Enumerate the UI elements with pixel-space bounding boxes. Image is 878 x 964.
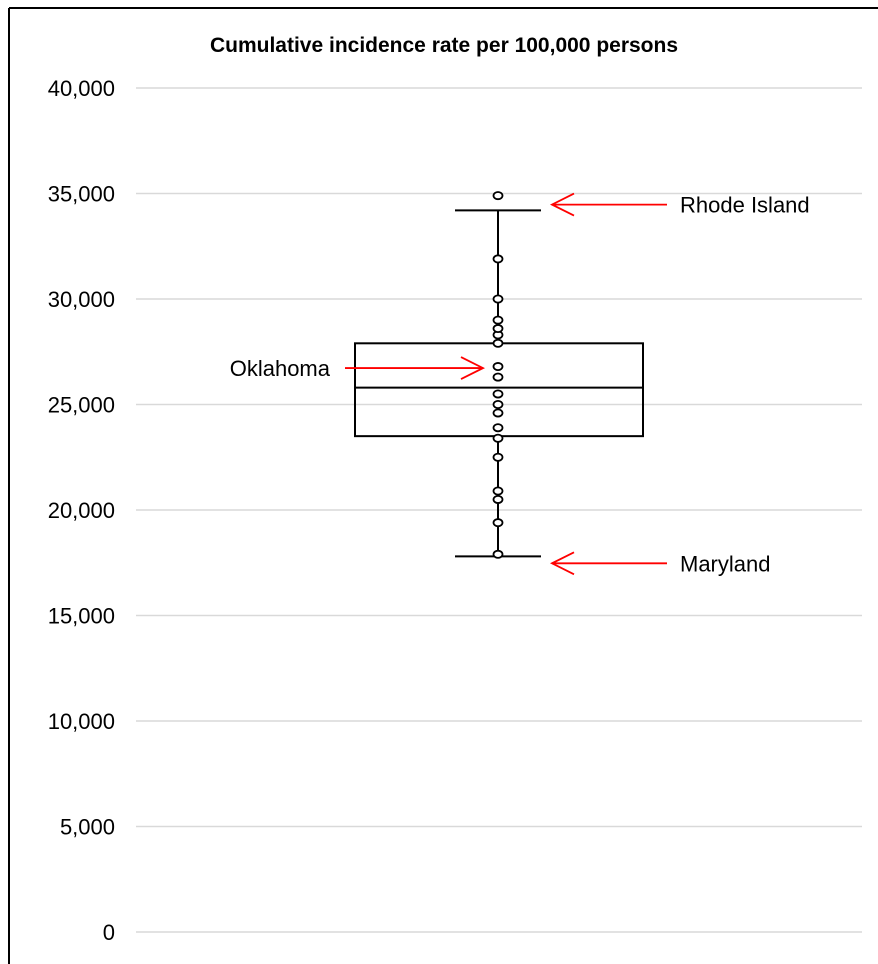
y-tick-label: 30,000 (48, 287, 115, 312)
data-point (492, 423, 504, 433)
annotation-label: Oklahoma (230, 356, 331, 381)
annotation-label: Maryland (680, 551, 770, 576)
data-point (492, 338, 504, 348)
chart-frame (8, 7, 878, 964)
y-tick-label: 25,000 (48, 393, 115, 418)
chart-title: Cumulative incidence rate per 100,000 pe… (210, 34, 678, 57)
data-point (492, 324, 504, 334)
data-point (492, 494, 504, 504)
data-point (492, 399, 504, 409)
data-point (492, 294, 504, 304)
data-point (492, 408, 504, 418)
arrow-head (549, 551, 575, 576)
data-point (492, 486, 504, 496)
arrow-head (460, 356, 486, 380)
y-tick-label: 20,000 (48, 498, 115, 523)
y-tick-label: 40,000 (48, 76, 115, 101)
annotation-oklahoma: Oklahoma (230, 356, 486, 381)
data-point (492, 452, 504, 462)
annotation-rhode-island: Rhode Island (549, 192, 810, 218)
data-points (492, 191, 504, 559)
y-tick-label: 0 (103, 920, 115, 945)
data-point (492, 549, 504, 559)
data-point (492, 254, 504, 264)
data-point (492, 191, 504, 201)
y-tick-label: 10,000 (48, 709, 115, 734)
annotation-label: Rhode Island (680, 193, 810, 218)
annotations: Rhode Island Oklahoma Maryland (230, 193, 810, 577)
data-point (492, 362, 504, 372)
data-point (492, 389, 504, 399)
data-point (492, 315, 504, 325)
y-tick-label: 15,000 (48, 604, 115, 629)
data-point (492, 372, 504, 382)
annotation-maryland: Maryland (549, 551, 770, 576)
data-point (492, 518, 504, 528)
y-tick-label: 35,000 (48, 182, 115, 207)
y-tick-label: 5,000 (60, 815, 115, 840)
y-axis-ticks: 0 5,000 10,000 15,000 20,000 25,000 30,000 35,0… (48, 76, 115, 945)
data-point (492, 433, 504, 443)
arrow-head (549, 192, 575, 217)
